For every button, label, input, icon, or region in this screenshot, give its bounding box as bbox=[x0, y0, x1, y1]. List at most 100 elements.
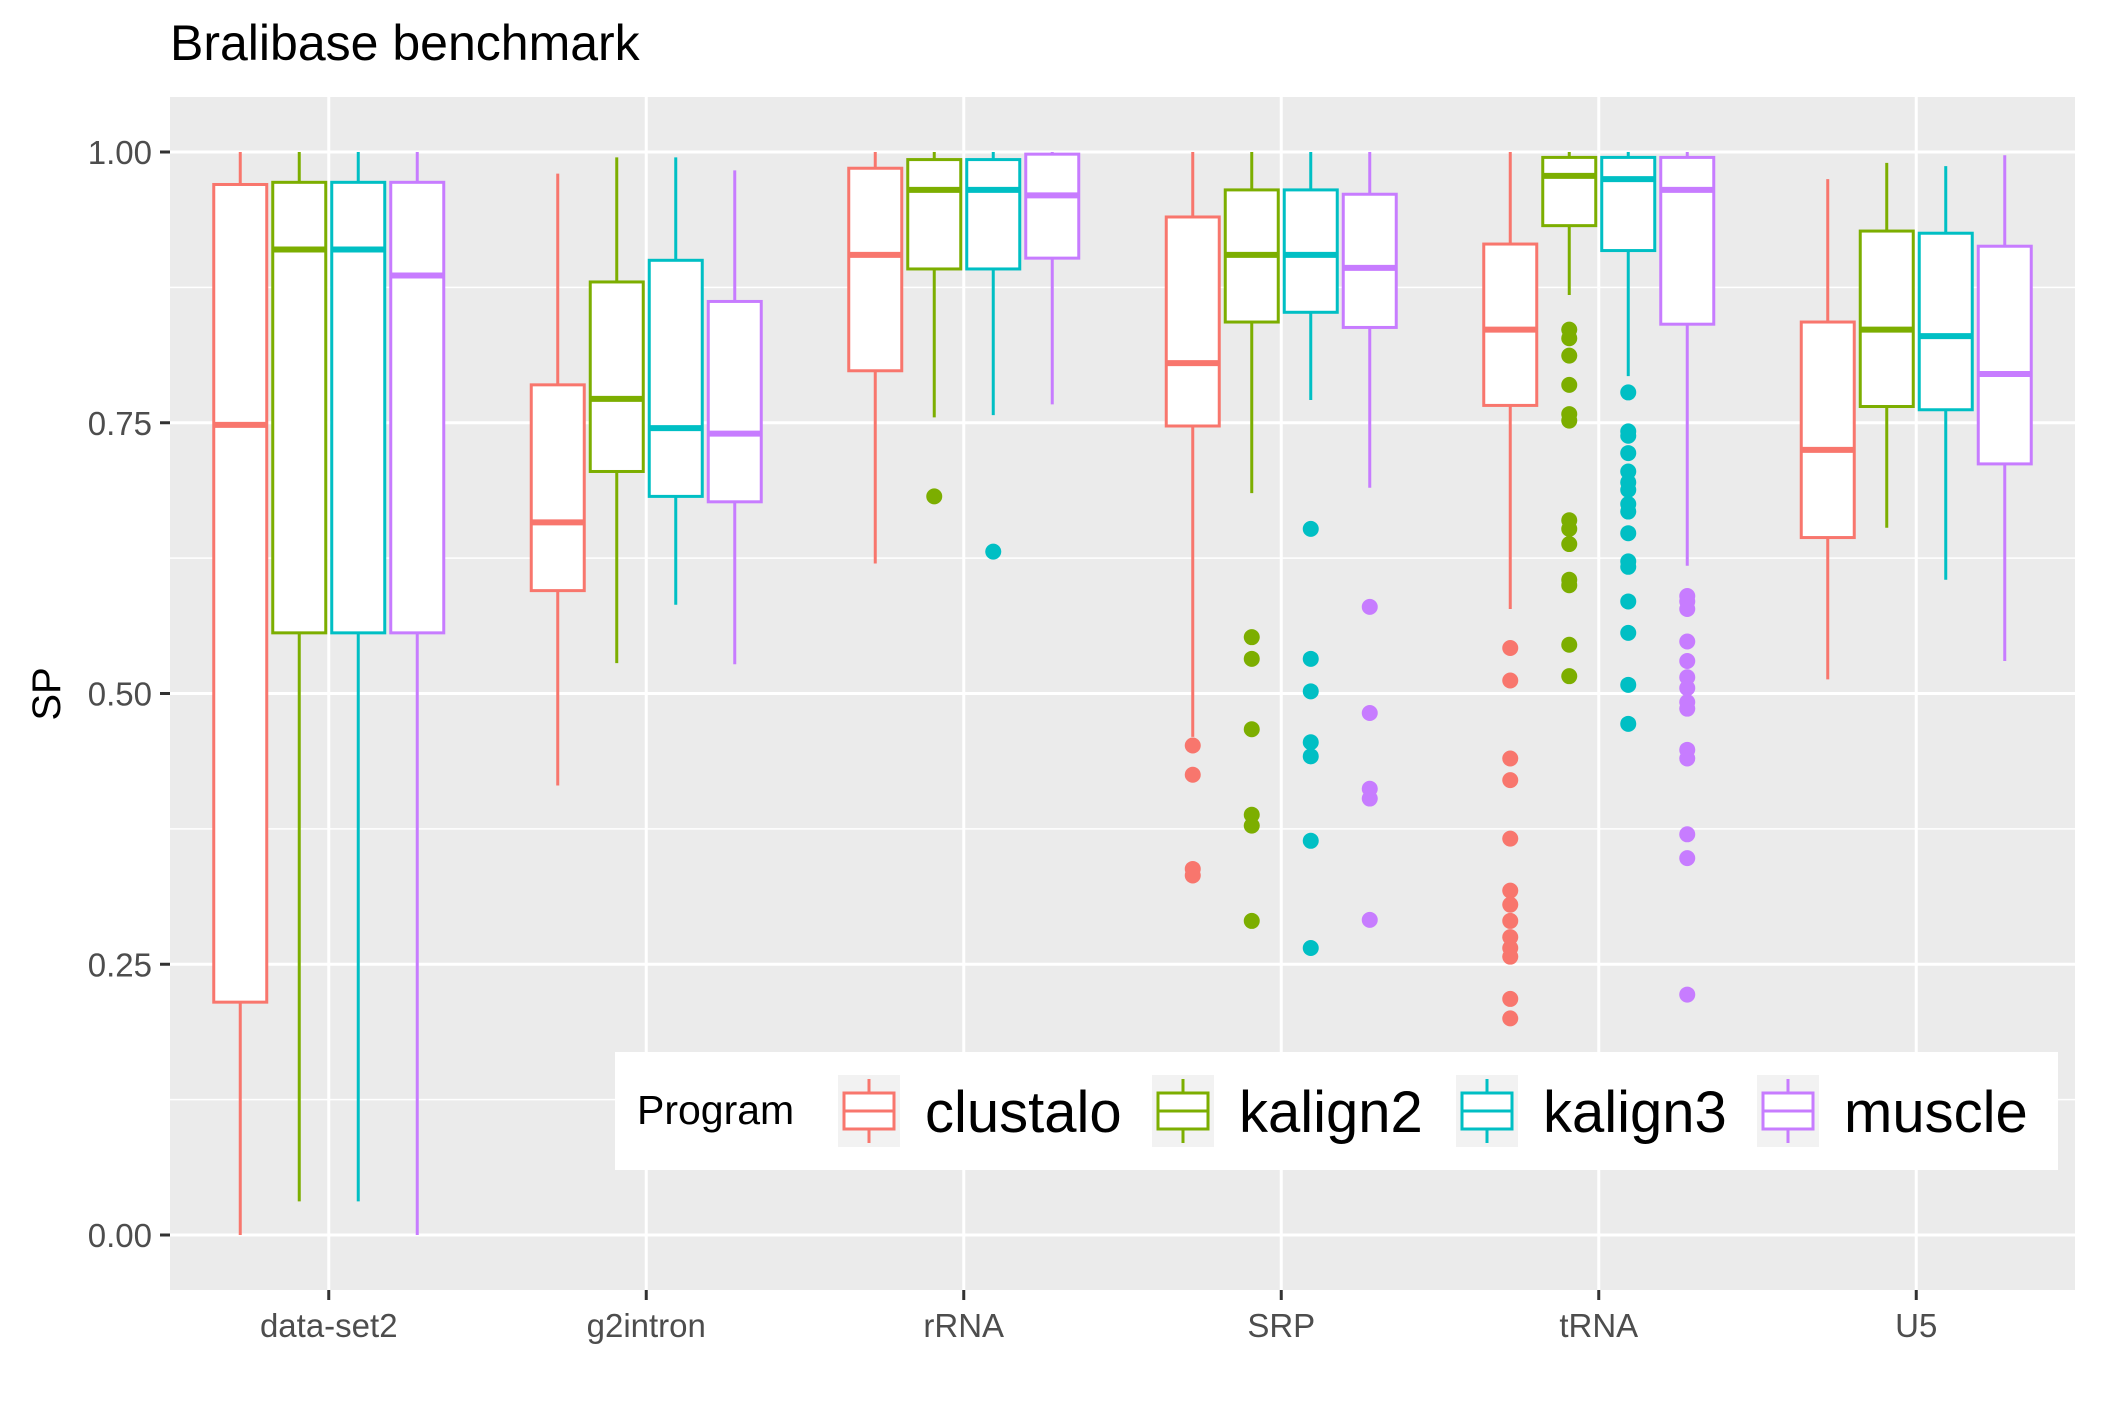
box-body bbox=[647, 258, 704, 498]
legend-label: muscle bbox=[1844, 1080, 2028, 1145]
outlier-point bbox=[1620, 525, 1637, 542]
outlier-point bbox=[1561, 668, 1578, 685]
outlier-point bbox=[1620, 624, 1637, 641]
outlier-point bbox=[926, 488, 943, 505]
box-muscle-U5 bbox=[1976, 155, 2033, 662]
y-tick-label: 0.00 bbox=[88, 1217, 152, 1254]
box-kalign3-tRNA bbox=[1600, 152, 1657, 377]
grid-lines bbox=[170, 97, 2075, 1290]
outlier-point bbox=[1302, 940, 1319, 957]
x-tick-label: SRP bbox=[1247, 1307, 1315, 1344]
outlier-point bbox=[1502, 772, 1519, 789]
box-body bbox=[1024, 152, 1081, 260]
box-body bbox=[1482, 242, 1539, 407]
x-tick-label: tRNA bbox=[1559, 1307, 1638, 1344]
outlier-point bbox=[1620, 593, 1637, 610]
outlier-point bbox=[1302, 832, 1319, 849]
box-body bbox=[271, 180, 328, 635]
box-body bbox=[1917, 231, 1974, 412]
y-tick-label: 0.25 bbox=[88, 946, 152, 983]
x-tick-label: rRNA bbox=[923, 1307, 1004, 1344]
outlier-point bbox=[1361, 598, 1378, 615]
box-body bbox=[1799, 320, 1856, 540]
outlier-point bbox=[1502, 882, 1519, 899]
box-kalign3-data-set2 bbox=[330, 152, 387, 1202]
box-kalign2-g2intron bbox=[588, 157, 645, 664]
outlier-point bbox=[1184, 766, 1201, 783]
box-body bbox=[588, 280, 645, 473]
box-kalign3-g2intron bbox=[647, 157, 704, 605]
x-tick-label: g2intron bbox=[587, 1307, 706, 1344]
legend-label: kalign2 bbox=[1239, 1080, 1423, 1145]
outlier-point bbox=[1361, 911, 1378, 928]
axes: 0.00 0.25 0.50 0.75 1.00 data-set2 g2intron rRN… bbox=[88, 134, 1938, 1344]
outlier-point bbox=[1620, 715, 1637, 732]
box-kalign2-SRP bbox=[1223, 152, 1280, 494]
box-clustalo-g2intron bbox=[529, 173, 586, 786]
outlier-point bbox=[1679, 680, 1696, 697]
box-body bbox=[330, 180, 387, 635]
legend-label: kalign3 bbox=[1543, 1080, 1727, 1145]
outlier-point bbox=[1679, 633, 1696, 650]
outlier-point bbox=[1561, 577, 1578, 594]
y-tick-label: 0.75 bbox=[88, 405, 152, 442]
box-muscle-rRNA bbox=[1024, 152, 1081, 405]
outlier-point bbox=[1502, 896, 1519, 913]
box-body bbox=[1341, 192, 1398, 329]
outlier-point bbox=[1502, 640, 1519, 657]
outlier-point bbox=[1679, 700, 1696, 717]
box-muscle-data-set2 bbox=[389, 152, 446, 1235]
box-body bbox=[906, 158, 963, 271]
legend-label: clustalo bbox=[925, 1080, 1122, 1145]
box-body bbox=[965, 158, 1022, 271]
box-muscle-tRNA bbox=[1659, 152, 1716, 566]
outlier-point bbox=[1302, 650, 1319, 667]
legend-item-kalign3: kalign3 bbox=[1456, 1075, 1727, 1147]
y-axis-label: SP bbox=[25, 667, 69, 720]
outlier-point bbox=[1302, 520, 1319, 537]
outlier-point bbox=[1620, 558, 1637, 575]
chart-title: Bralibase benchmark bbox=[170, 15, 641, 71]
box-kalign2-rRNA bbox=[906, 152, 963, 418]
box-body bbox=[847, 166, 904, 373]
outlier-point bbox=[1502, 830, 1519, 847]
box-body bbox=[1282, 188, 1339, 314]
box-clustalo-data-set2 bbox=[212, 152, 269, 1235]
legend-item-kalign2: kalign2 bbox=[1152, 1075, 1423, 1147]
box-kalign2-tRNA bbox=[1541, 152, 1598, 295]
outlier-point bbox=[1302, 683, 1319, 700]
outlier-point bbox=[1361, 790, 1378, 807]
legend: Program clustalo kalign2 kalign3 muscle bbox=[615, 1052, 2058, 1170]
legend-item-clustalo: clustalo bbox=[838, 1075, 1122, 1147]
outlier-point bbox=[1561, 412, 1578, 429]
box-clustalo-SRP bbox=[1164, 152, 1221, 737]
outlier-point bbox=[1502, 912, 1519, 929]
outlier-point bbox=[1620, 676, 1637, 693]
outlier-point bbox=[1302, 748, 1319, 765]
outlier-point bbox=[1561, 536, 1578, 553]
outlier-point bbox=[1502, 990, 1519, 1007]
outlier-point bbox=[1243, 650, 1260, 667]
box-kalign3-rRNA bbox=[965, 152, 1022, 416]
box-muscle-SRP bbox=[1341, 152, 1398, 488]
outlier-point bbox=[1679, 653, 1696, 670]
outlier-point bbox=[1243, 817, 1260, 834]
outlier-point bbox=[1679, 850, 1696, 867]
outlier-point bbox=[1561, 636, 1578, 653]
legend-item-muscle: muscle bbox=[1757, 1075, 2028, 1147]
outlier-point bbox=[1302, 734, 1319, 751]
outlier-point bbox=[1561, 520, 1578, 537]
outlier-point bbox=[1679, 750, 1696, 767]
box-layer bbox=[212, 152, 2033, 1235]
outlier-point bbox=[1561, 376, 1578, 393]
box-body bbox=[389, 180, 446, 635]
box-body bbox=[1976, 244, 2033, 466]
box-clustalo-U5 bbox=[1799, 179, 1856, 680]
box-body bbox=[706, 299, 763, 504]
box-body bbox=[212, 182, 269, 1004]
box-body bbox=[529, 383, 586, 593]
outlier-point bbox=[1620, 384, 1637, 401]
outlier-point bbox=[1502, 948, 1519, 965]
outlier-point bbox=[1184, 867, 1201, 884]
